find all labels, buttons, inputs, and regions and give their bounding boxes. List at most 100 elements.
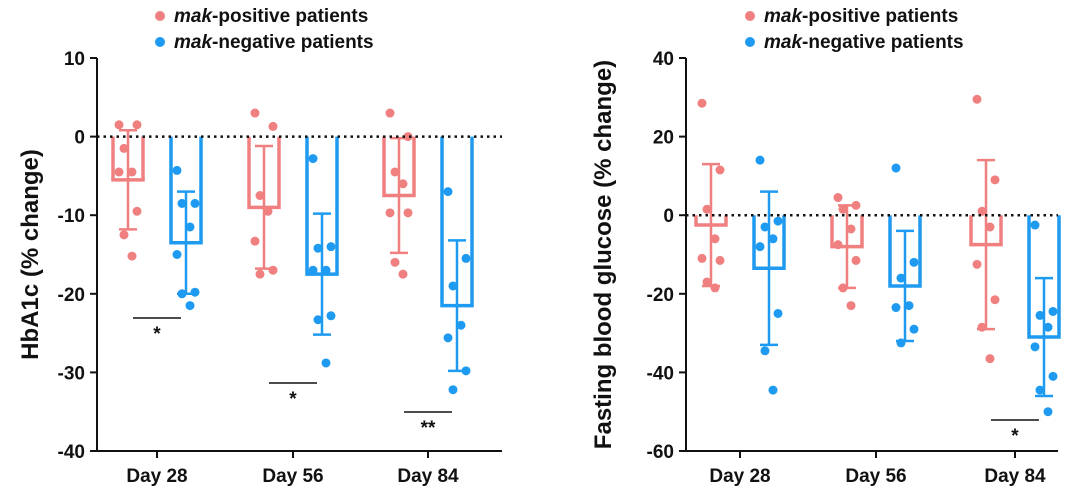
data-point: [308, 154, 318, 164]
data-point: [710, 234, 720, 244]
data-point: [972, 259, 982, 269]
data-point: [390, 167, 400, 177]
y-axis-label: HbA1c (% change): [17, 149, 44, 360]
data-point: [891, 163, 901, 173]
chart-2: mak-positive patients mak-negative patien…: [590, 6, 1061, 487]
data-point: [268, 265, 278, 275]
data-point: [1043, 322, 1053, 332]
data-point: [114, 167, 124, 177]
data-point: [385, 208, 395, 218]
data-point: [838, 204, 848, 214]
x-tick-label: Day 28: [126, 466, 187, 487]
x-tick-label: Day 84: [397, 466, 459, 487]
data-point: [321, 265, 331, 275]
data-point: [1035, 385, 1045, 395]
x-tick-label: Day 56: [845, 466, 906, 487]
legend-marker-2: [745, 37, 755, 47]
data-point: [127, 251, 137, 261]
data-point: [132, 120, 142, 130]
series-negative: [752, 155, 1061, 417]
data-point: [755, 155, 765, 165]
data-point: [461, 366, 471, 376]
data-point: [1048, 306, 1058, 316]
data-point: [702, 204, 712, 214]
data-point: [255, 269, 265, 279]
data-point: [846, 301, 856, 311]
data-point: [985, 222, 995, 232]
significance-label: *: [1011, 426, 1019, 447]
legend-marker-1: [155, 11, 165, 21]
data-point: [132, 206, 142, 216]
data-point: [326, 242, 336, 252]
significance-label: *: [289, 389, 297, 410]
data-point: [185, 301, 195, 311]
series-positive: [111, 108, 416, 279]
legend-label-2: mak-negative patients: [764, 32, 964, 53]
data-point: [702, 277, 712, 287]
data-point: [990, 295, 1000, 305]
data-point: [250, 236, 260, 246]
y-tick-label: -60: [647, 442, 674, 463]
data-point: [461, 253, 471, 263]
data-point: [255, 191, 265, 201]
data-point: [896, 273, 906, 283]
data-point: [851, 255, 861, 265]
data-point: [977, 206, 987, 216]
y-tick-label: -20: [58, 285, 85, 306]
data-point: [909, 324, 919, 334]
data-point: [904, 301, 914, 311]
data-point: [177, 289, 187, 299]
significance-label: *: [153, 324, 161, 345]
data-point: [172, 165, 182, 175]
legend-label-2: mak-negative patients: [174, 32, 374, 53]
data-point: [398, 179, 408, 189]
y-tick-label: -40: [58, 442, 85, 463]
data-point: [1030, 342, 1040, 352]
data-point: [268, 121, 278, 131]
x-tick-label: Day 84: [984, 466, 1046, 487]
legend-marker-2: [155, 37, 165, 47]
data-point: [185, 222, 195, 232]
data-point: [715, 165, 725, 175]
data-point: [390, 257, 400, 267]
data-point: [448, 281, 458, 291]
data-point: [456, 320, 466, 330]
data-point: [127, 167, 137, 177]
data-point: [443, 333, 453, 343]
data-point: [909, 257, 919, 267]
significance-label: **: [421, 418, 436, 439]
data-point: [443, 187, 453, 197]
data-point: [773, 216, 783, 226]
y-tick-label: 0: [74, 128, 85, 149]
y-axis-label: Fasting blood glucose (% change): [590, 60, 617, 449]
data-point: [250, 108, 260, 118]
series-positive: [694, 94, 1003, 364]
data-point: [308, 265, 318, 275]
legend-marker-1: [745, 11, 755, 21]
data-point: [403, 208, 413, 218]
data-point: [1043, 407, 1053, 417]
data-point: [1035, 310, 1045, 320]
data-point: [851, 200, 861, 210]
data-point: [760, 346, 770, 356]
y-tick-label: -30: [58, 363, 85, 384]
y-tick-label: -10: [58, 206, 85, 227]
data-point: [846, 224, 856, 234]
data-point: [119, 143, 129, 153]
data-point: [190, 287, 200, 297]
data-point: [313, 315, 323, 325]
data-point: [833, 193, 843, 203]
data-point: [838, 283, 848, 293]
data-point: [1030, 220, 1040, 230]
data-point: [697, 253, 707, 263]
data-point: [710, 283, 720, 293]
x-tick-label: Day 28: [709, 466, 770, 487]
legend-label-1: mak-positive patients: [764, 6, 958, 27]
data-point: [990, 175, 1000, 185]
data-point: [385, 108, 395, 118]
data-point: [768, 234, 778, 244]
data-point: [172, 250, 182, 259]
y-tick-label: 40: [653, 49, 674, 70]
data-point: [119, 230, 129, 240]
data-point: [190, 198, 200, 208]
